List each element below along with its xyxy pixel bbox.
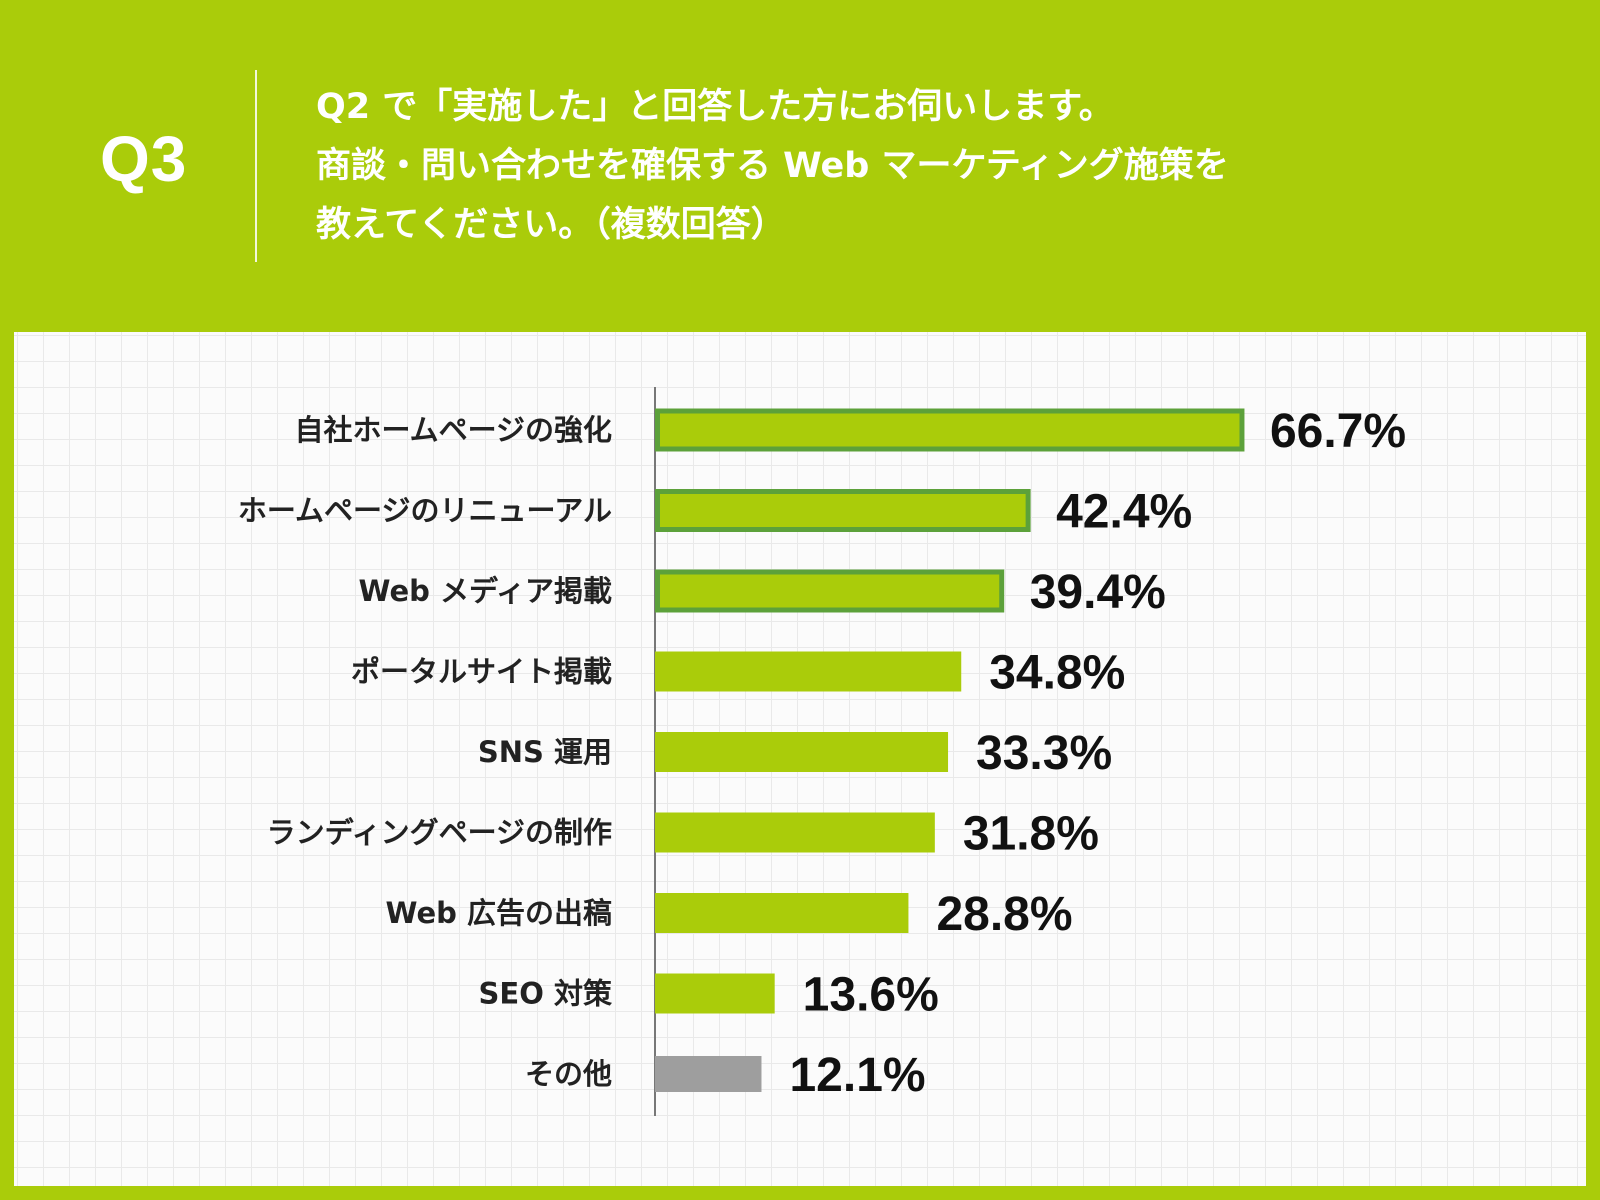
category-label: 自社ホームページの強化 [294, 413, 612, 447]
value-label: 28.8% [936, 888, 1072, 941]
category-label: SNS 運用 [478, 735, 612, 769]
question-text: Q2 で「実施した」と回答した方にお伺いします。 商談・問い合わせを確保する W… [316, 78, 1516, 255]
category-label: ランディングページの制作 [267, 816, 612, 850]
value-label: 31.8% [963, 808, 1099, 861]
chart-panel: 自社ホームページの強化 66.7% ホームページのリニューアル 42.4% Web メデ… [14, 332, 1586, 1186]
value-label: 66.7% [1270, 405, 1406, 458]
bar [655, 973, 775, 1014]
question-number: Q3 [100, 123, 188, 195]
question-header: Q3 Q2 で「実施した」と回答した方にお伺いします。 商談・問い合わせを確保す… [0, 0, 1600, 332]
bar [655, 569, 1005, 613]
category-label: ホームページのリニューアル [238, 494, 612, 528]
value-label: 42.4% [1056, 486, 1192, 539]
bar [655, 651, 962, 692]
question-line: 商談・問い合わせを確保する Web マーケティング施策を [316, 146, 1229, 186]
category-label: SEO 対策 [479, 977, 613, 1011]
question-line: Q2 で「実施した」と回答した方にお伺いします。 [316, 87, 1114, 127]
value-label: 13.6% [803, 969, 939, 1022]
category-label: Web メディア掲載 [359, 574, 612, 608]
bar [655, 408, 1245, 452]
bar [655, 732, 949, 772]
category-label: ポータルサイト掲載 [351, 655, 612, 689]
value-label: 39.4% [1030, 566, 1166, 619]
bar [655, 489, 1031, 532]
header-divider [255, 70, 257, 262]
value-label: 12.1% [789, 1049, 925, 1102]
value-label: 34.8% [989, 647, 1125, 700]
question-line: 教えてください。（複数回答） [316, 205, 786, 245]
bar [655, 893, 909, 933]
bar-chart: 自社ホームページの強化 66.7% ホームページのリニューアル 42.4% Web メデ… [238, 387, 1406, 1116]
category-label: Web 広告の出稿 [386, 896, 612, 930]
bar [655, 1056, 762, 1092]
value-label: 33.3% [976, 727, 1112, 780]
category-label: その他 [525, 1057, 612, 1091]
bar [655, 812, 935, 853]
